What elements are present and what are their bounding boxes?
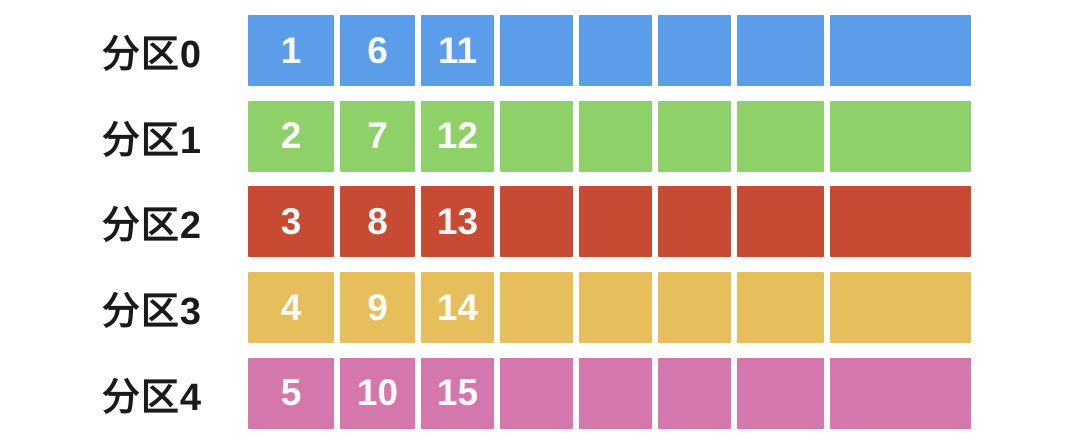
partition-cell: 12 [421, 100, 494, 172]
partition-cell-value: 7 [367, 115, 388, 157]
partition-cell-value: 6 [367, 29, 388, 71]
partition-cell-value: 2 [280, 115, 302, 157]
partition-cell-value: 11 [437, 29, 478, 71]
partition-cell [658, 15, 731, 86]
partition-cell: 13 [421, 186, 494, 258]
partition-cell-value: 5 [280, 372, 302, 414]
partition-cell [579, 357, 652, 429]
partition-cell: 1 [248, 15, 334, 86]
partition-cell: 4 [248, 272, 334, 344]
partition-row: 分区4 5 10 15 [0, 357, 1080, 429]
partition-cell-value: 14 [436, 286, 479, 328]
partition-bar: 4 9 14 [248, 272, 971, 344]
partition-cell [737, 186, 824, 258]
partition-cell [500, 186, 573, 258]
partition-row-label: 分区2 [101, 205, 203, 248]
partition-row: 分区2 3 8 13 [0, 186, 1080, 258]
partition-cell [658, 186, 731, 258]
partition-cell [830, 100, 971, 172]
partition-cell-value: 10 [356, 372, 399, 414]
partition-row: 分区3 4 9 14 [0, 272, 1080, 344]
partition-cell-value: 8 [367, 200, 388, 242]
partition-cell [737, 100, 824, 172]
partition-cell [579, 272, 652, 344]
partition-cell [737, 357, 824, 429]
partition-cell: 11 [421, 15, 494, 86]
partition-cell [830, 357, 971, 429]
partition-bar: 2 7 12 [248, 100, 971, 172]
partition-bar: 5 10 15 [248, 357, 971, 429]
partition-bar: 1 6 11 [248, 15, 971, 86]
partition-diagram: 分区0 1 6 11 分区1 2 7 12 [0, 15, 1080, 429]
partition-cell [579, 15, 652, 86]
partition-cell [737, 272, 824, 344]
partition-cell: 3 [248, 186, 334, 258]
partition-cell: 7 [340, 100, 415, 172]
partition-cell-value: 4 [280, 286, 302, 328]
partition-cell-value: 3 [280, 200, 302, 242]
partition-cell-value: 1 [280, 29, 302, 71]
partition-cell [658, 357, 731, 429]
partition-row-label: 分区1 [101, 119, 203, 162]
partition-cell [500, 272, 573, 344]
partition-cell [830, 15, 971, 86]
partition-cell: 6 [340, 15, 415, 86]
partition-cell [658, 100, 731, 172]
partition-row-label: 分区3 [101, 291, 203, 334]
partition-cell [579, 186, 652, 258]
partition-cell: 10 [340, 357, 415, 429]
partition-cell: 9 [340, 272, 415, 344]
partition-cell: 5 [248, 357, 334, 429]
partition-cell-value: 13 [436, 200, 479, 242]
partition-cell [579, 100, 652, 172]
partition-row-label: 分区0 [101, 34, 203, 76]
partition-cell: 14 [421, 272, 494, 344]
partition-cell [500, 15, 573, 86]
partition-row-label: 分区4 [101, 376, 203, 419]
partition-row: 分区1 2 7 12 [0, 100, 1080, 172]
partition-cell-value: 9 [367, 286, 388, 328]
partition-cell: 2 [248, 100, 334, 172]
partition-cell: 15 [421, 357, 494, 429]
partition-bar: 3 8 13 [248, 186, 971, 258]
partition-row: 分区0 1 6 11 [0, 15, 1080, 86]
partition-cell [500, 357, 573, 429]
partition-cell [737, 15, 824, 86]
partition-cell [830, 186, 971, 258]
partition-cell [658, 272, 731, 344]
partition-cell-value: 12 [436, 115, 479, 157]
partition-cell [500, 100, 573, 172]
partition-cell: 8 [340, 186, 415, 258]
partition-cell [830, 272, 971, 344]
partition-cell-value: 15 [436, 372, 479, 414]
